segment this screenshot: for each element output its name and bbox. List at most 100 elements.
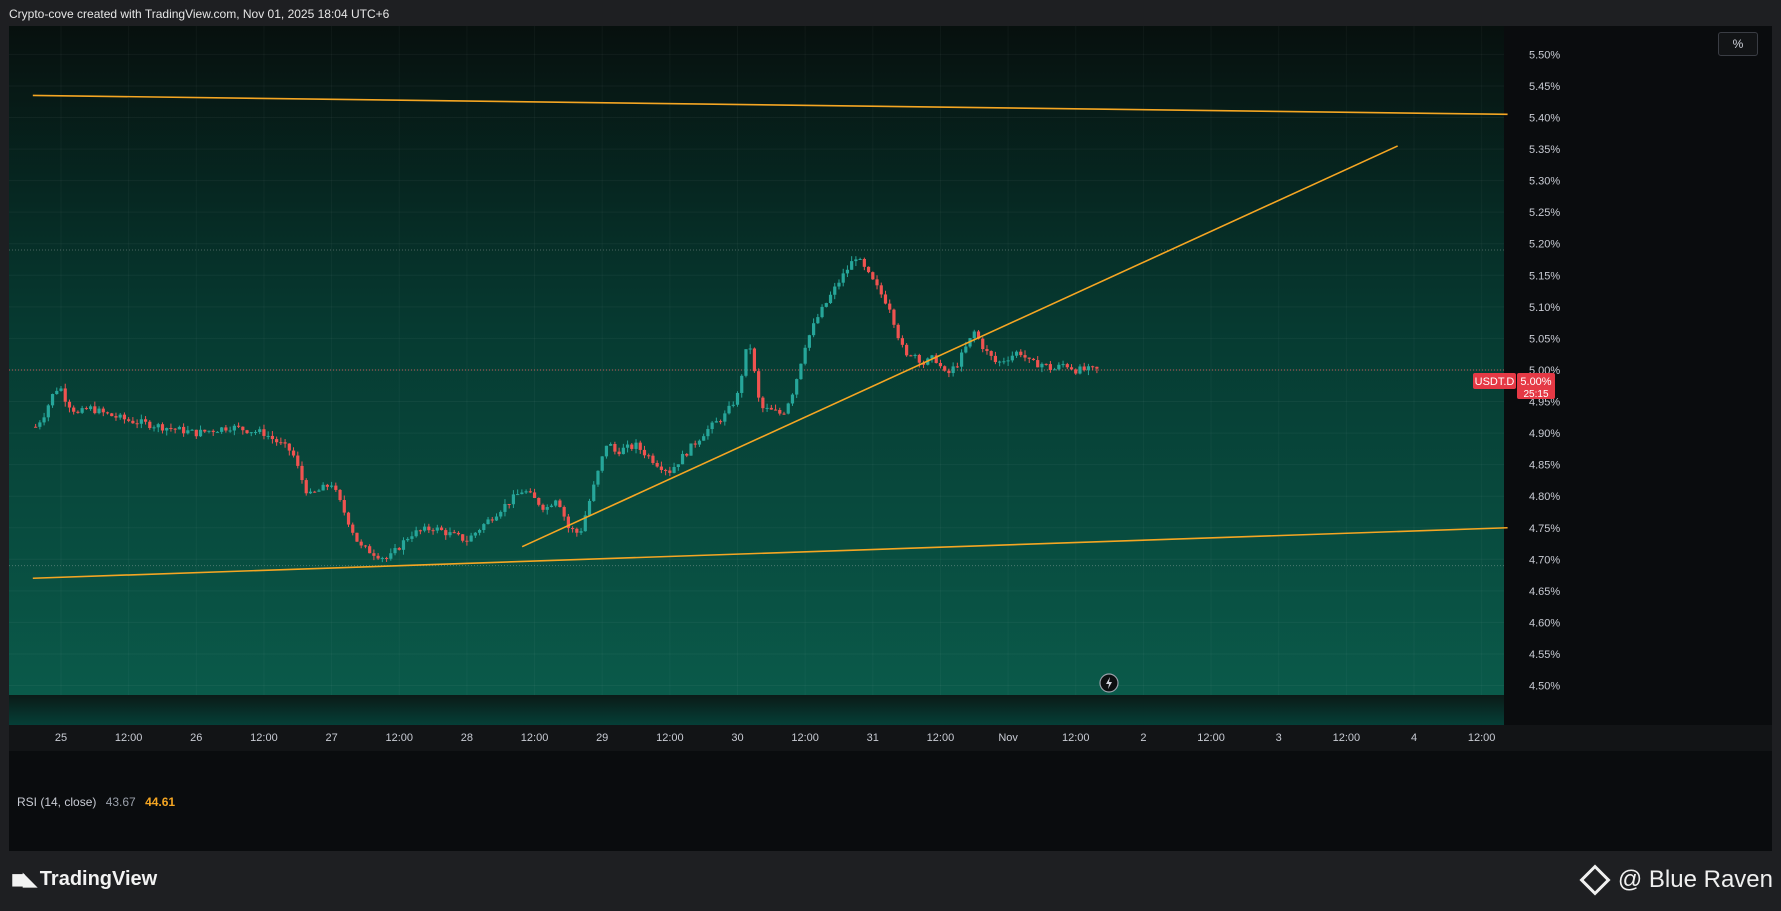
candle-body <box>384 557 389 559</box>
candle-body <box>355 532 359 542</box>
price-tag: 5.00% <box>1520 376 1551 388</box>
candle-body <box>672 466 676 473</box>
candle-body <box>410 536 414 539</box>
y-tick-label: 4.95% <box>1529 397 1560 409</box>
candle-body <box>909 355 913 357</box>
candle-body <box>194 429 198 437</box>
candle-body <box>837 282 841 287</box>
candle-body <box>685 453 689 456</box>
candle-body <box>160 424 165 431</box>
candle-body <box>401 540 406 550</box>
candle-body <box>186 430 190 434</box>
candle-body <box>1053 369 1057 371</box>
candle-body <box>1078 366 1082 374</box>
candle-body <box>773 409 778 411</box>
candle-body <box>135 423 139 425</box>
candle-body <box>118 414 122 418</box>
candle-body <box>465 540 469 542</box>
candle-body <box>769 407 773 410</box>
attribution-text: Crypto-cove created with TradingView.com… <box>9 7 390 21</box>
trendline <box>32 94 1508 116</box>
candle-body <box>431 530 435 532</box>
candle-body <box>625 444 630 448</box>
x-tick-label: 12:00 <box>1197 732 1225 744</box>
candle-body <box>435 527 439 531</box>
candle-body <box>972 331 976 339</box>
candle-body <box>67 401 72 408</box>
candle-body <box>55 390 59 395</box>
rsi-label: RSI (14, close) <box>17 795 97 809</box>
price-axis-background <box>1504 26 1772 695</box>
y-tick-label: 4.70% <box>1529 554 1560 566</box>
candle-body <box>359 541 363 546</box>
tradingview-logo[interactable]: ◼◣ TradingView <box>11 868 157 891</box>
x-tick-label: 27 <box>325 732 337 744</box>
candle-body <box>304 480 308 494</box>
candle-body <box>1002 361 1006 363</box>
x-tick-label: 29 <box>596 732 608 744</box>
candle-body <box>807 335 811 348</box>
candle-body <box>854 259 858 262</box>
candle-body <box>494 516 499 521</box>
candle-body <box>1006 360 1010 362</box>
candle-body <box>287 443 291 451</box>
x-tick-label: 12:00 <box>1062 732 1090 744</box>
candle-body <box>579 531 583 533</box>
rsi-value-2: 44.61 <box>145 795 176 809</box>
candle-body <box>228 430 232 432</box>
rsi-value-1: 43.67 <box>105 795 136 809</box>
candle-body <box>1074 369 1078 374</box>
candle-body <box>841 273 845 283</box>
candle-body <box>34 426 38 428</box>
candle-body <box>300 465 304 481</box>
candle-body <box>638 442 642 450</box>
candle-body <box>477 529 482 533</box>
y-tick-label: 4.80% <box>1529 491 1560 503</box>
candle-body <box>148 421 152 429</box>
y-tick-label: 4.55% <box>1529 649 1560 661</box>
x-tick-label: 12:00 <box>521 732 549 744</box>
candle-body <box>448 532 452 536</box>
candle-body <box>558 500 562 508</box>
y-tick-label: 5.20% <box>1529 239 1560 251</box>
x-tick-label: 4 <box>1411 732 1417 744</box>
y-tick-label: 5.15% <box>1529 270 1560 282</box>
candle-body <box>232 425 236 431</box>
candle-body <box>905 344 909 356</box>
x-tick-label: 28 <box>461 732 473 744</box>
candle-body <box>486 519 490 525</box>
percent-scale-button[interactable]: % <box>1718 32 1758 56</box>
candle-body <box>1095 366 1099 369</box>
candle-body <box>532 492 537 498</box>
candle-body <box>439 527 444 531</box>
candle-body <box>959 352 964 367</box>
candle-body <box>325 484 329 487</box>
chart-area[interactable]: 5.50% 5.45% 5.40% 5.35% 5.30% 5.25% 5.20% 5.15%… <box>9 26 1772 851</box>
candle-body <box>668 470 672 473</box>
candle-body <box>1069 367 1074 370</box>
symbol-tag: USDT.D <box>1475 376 1515 388</box>
candle-body <box>262 429 266 436</box>
candle-body <box>503 503 507 512</box>
candle-body <box>989 351 993 356</box>
candle-body <box>955 366 959 368</box>
candle-body <box>173 428 177 430</box>
lightning-icon[interactable] <box>1099 673 1119 693</box>
candle-body <box>511 494 516 505</box>
candle-body <box>139 419 143 424</box>
candle-body <box>127 419 131 421</box>
symbol-tag-bg <box>1473 373 1516 389</box>
candle-body <box>845 269 850 274</box>
candle-body <box>985 349 989 352</box>
candle-body <box>380 557 384 559</box>
x-tick-label: 2 <box>1140 732 1146 744</box>
candle-body <box>368 546 372 554</box>
candle-body <box>376 555 380 559</box>
candle-body <box>1014 351 1019 356</box>
price-chart[interactable]: 5.50% 5.45% 5.40% 5.35% 5.30% 5.25% 5.20% 5.15%… <box>9 26 1772 851</box>
candle-body <box>63 388 67 402</box>
candle-body <box>456 532 461 535</box>
candle-body <box>393 548 397 554</box>
candle-body <box>245 430 249 434</box>
candle-body <box>706 429 710 437</box>
